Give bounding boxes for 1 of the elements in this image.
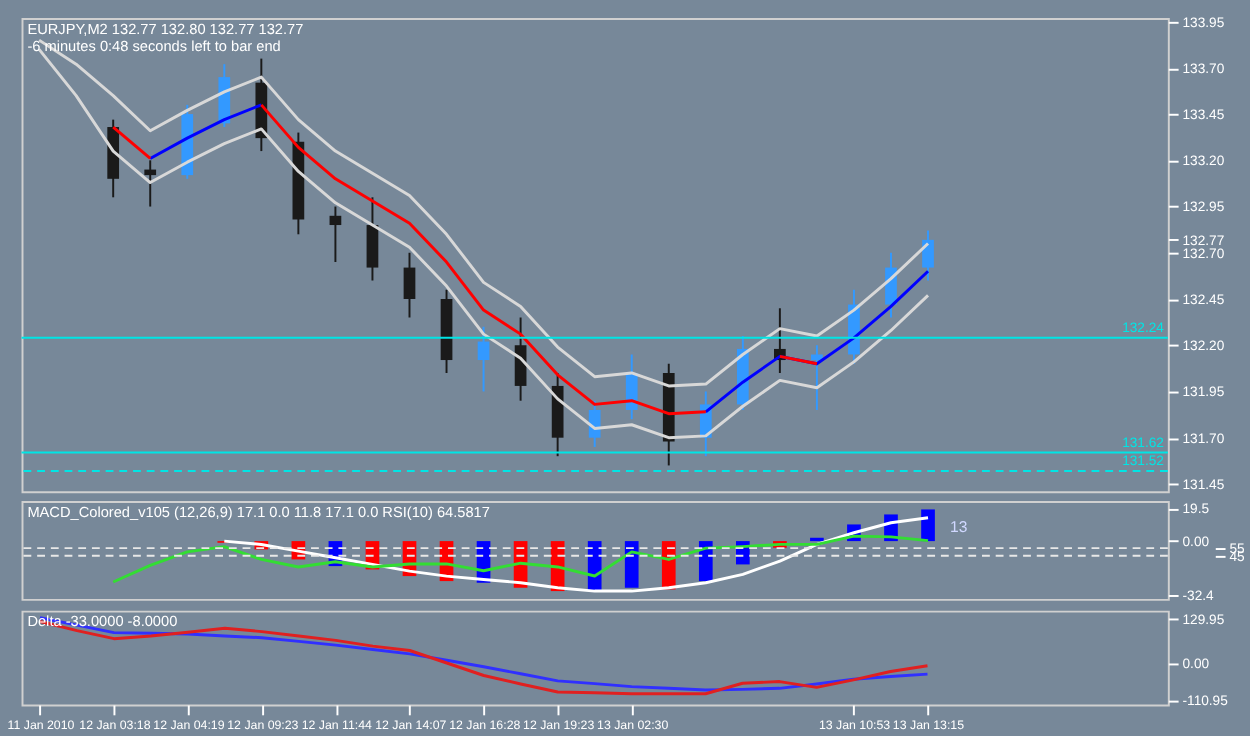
annotation: 13 <box>950 518 968 537</box>
